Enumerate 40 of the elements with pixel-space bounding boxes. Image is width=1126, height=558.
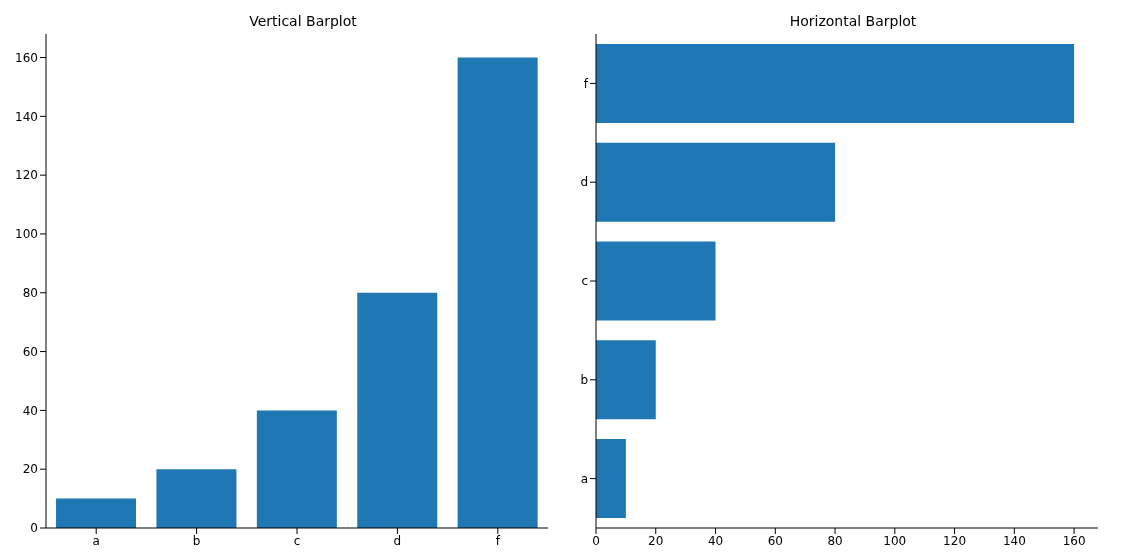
y-tick-label: 120 [15,168,38,183]
x-tick-label: 160 [1062,533,1086,548]
bar [596,439,626,519]
x-tick-label: 140 [1002,533,1026,548]
x-tick-label: 0 [592,533,600,548]
bar [357,292,438,528]
bar [256,410,337,528]
y-tick-label: c [581,274,588,289]
y-tick-label: 0 [30,521,38,536]
y-tick-label: 80 [22,286,38,301]
x-tick-label: 20 [648,533,664,548]
y-tick-label: b [580,373,588,388]
chart-title: Horizontal Barplot [788,12,918,31]
x-tick-label: 100 [883,533,907,548]
x-tick-label: c [293,533,301,548]
y-tick-label: 20 [22,462,38,477]
x-tick-label: 40 [707,533,724,548]
bar [156,469,237,528]
y-tick-label: 100 [15,227,38,242]
bar [596,142,836,222]
x-tick-label: d [393,533,402,548]
x-tick-label: f [495,533,501,548]
y-tick-label: 40 [22,403,38,418]
y-tick-label: a [580,471,588,486]
y-tick-label: 60 [22,344,38,359]
y-tick-label: f [583,76,589,91]
y-tick-label: 160 [15,50,38,65]
x-tick-label: a [92,533,100,548]
bar [596,340,656,420]
y-tick-label: d [580,175,588,190]
y-tick-label: 140 [15,109,38,124]
bar [596,43,1075,123]
x-tick-label: b [192,533,201,548]
x-tick-label: 120 [943,533,967,548]
x-tick-label: 60 [767,533,783,548]
x-tick-label: 80 [827,533,843,548]
bar [56,498,137,528]
chart-title: Vertical Barplot [248,12,358,31]
bar [457,57,538,528]
bar [596,241,716,321]
